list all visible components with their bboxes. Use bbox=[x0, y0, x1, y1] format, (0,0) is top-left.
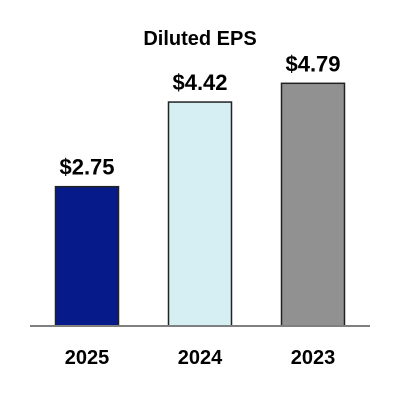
bar-value-label-2025: $2.75 bbox=[59, 155, 114, 180]
chart-title: Diluted EPS bbox=[143, 28, 257, 50]
category-label-2024: 2024 bbox=[178, 347, 223, 369]
bar-2023 bbox=[280, 82, 346, 327]
bars-layer bbox=[54, 82, 346, 327]
category-label-2023: 2023 bbox=[291, 347, 336, 369]
value-labels-layer: $2.75 $4.42 $4.79 bbox=[59, 51, 340, 179]
category-labels-layer: 2025 2024 2023 bbox=[65, 347, 336, 369]
bar-value-label-2023: $4.79 bbox=[285, 51, 340, 76]
bar-2024 bbox=[167, 101, 233, 327]
bar-value-label-2024: $4.42 bbox=[172, 70, 227, 95]
bar-2025 bbox=[54, 185, 120, 327]
category-label-2025: 2025 bbox=[65, 347, 110, 369]
